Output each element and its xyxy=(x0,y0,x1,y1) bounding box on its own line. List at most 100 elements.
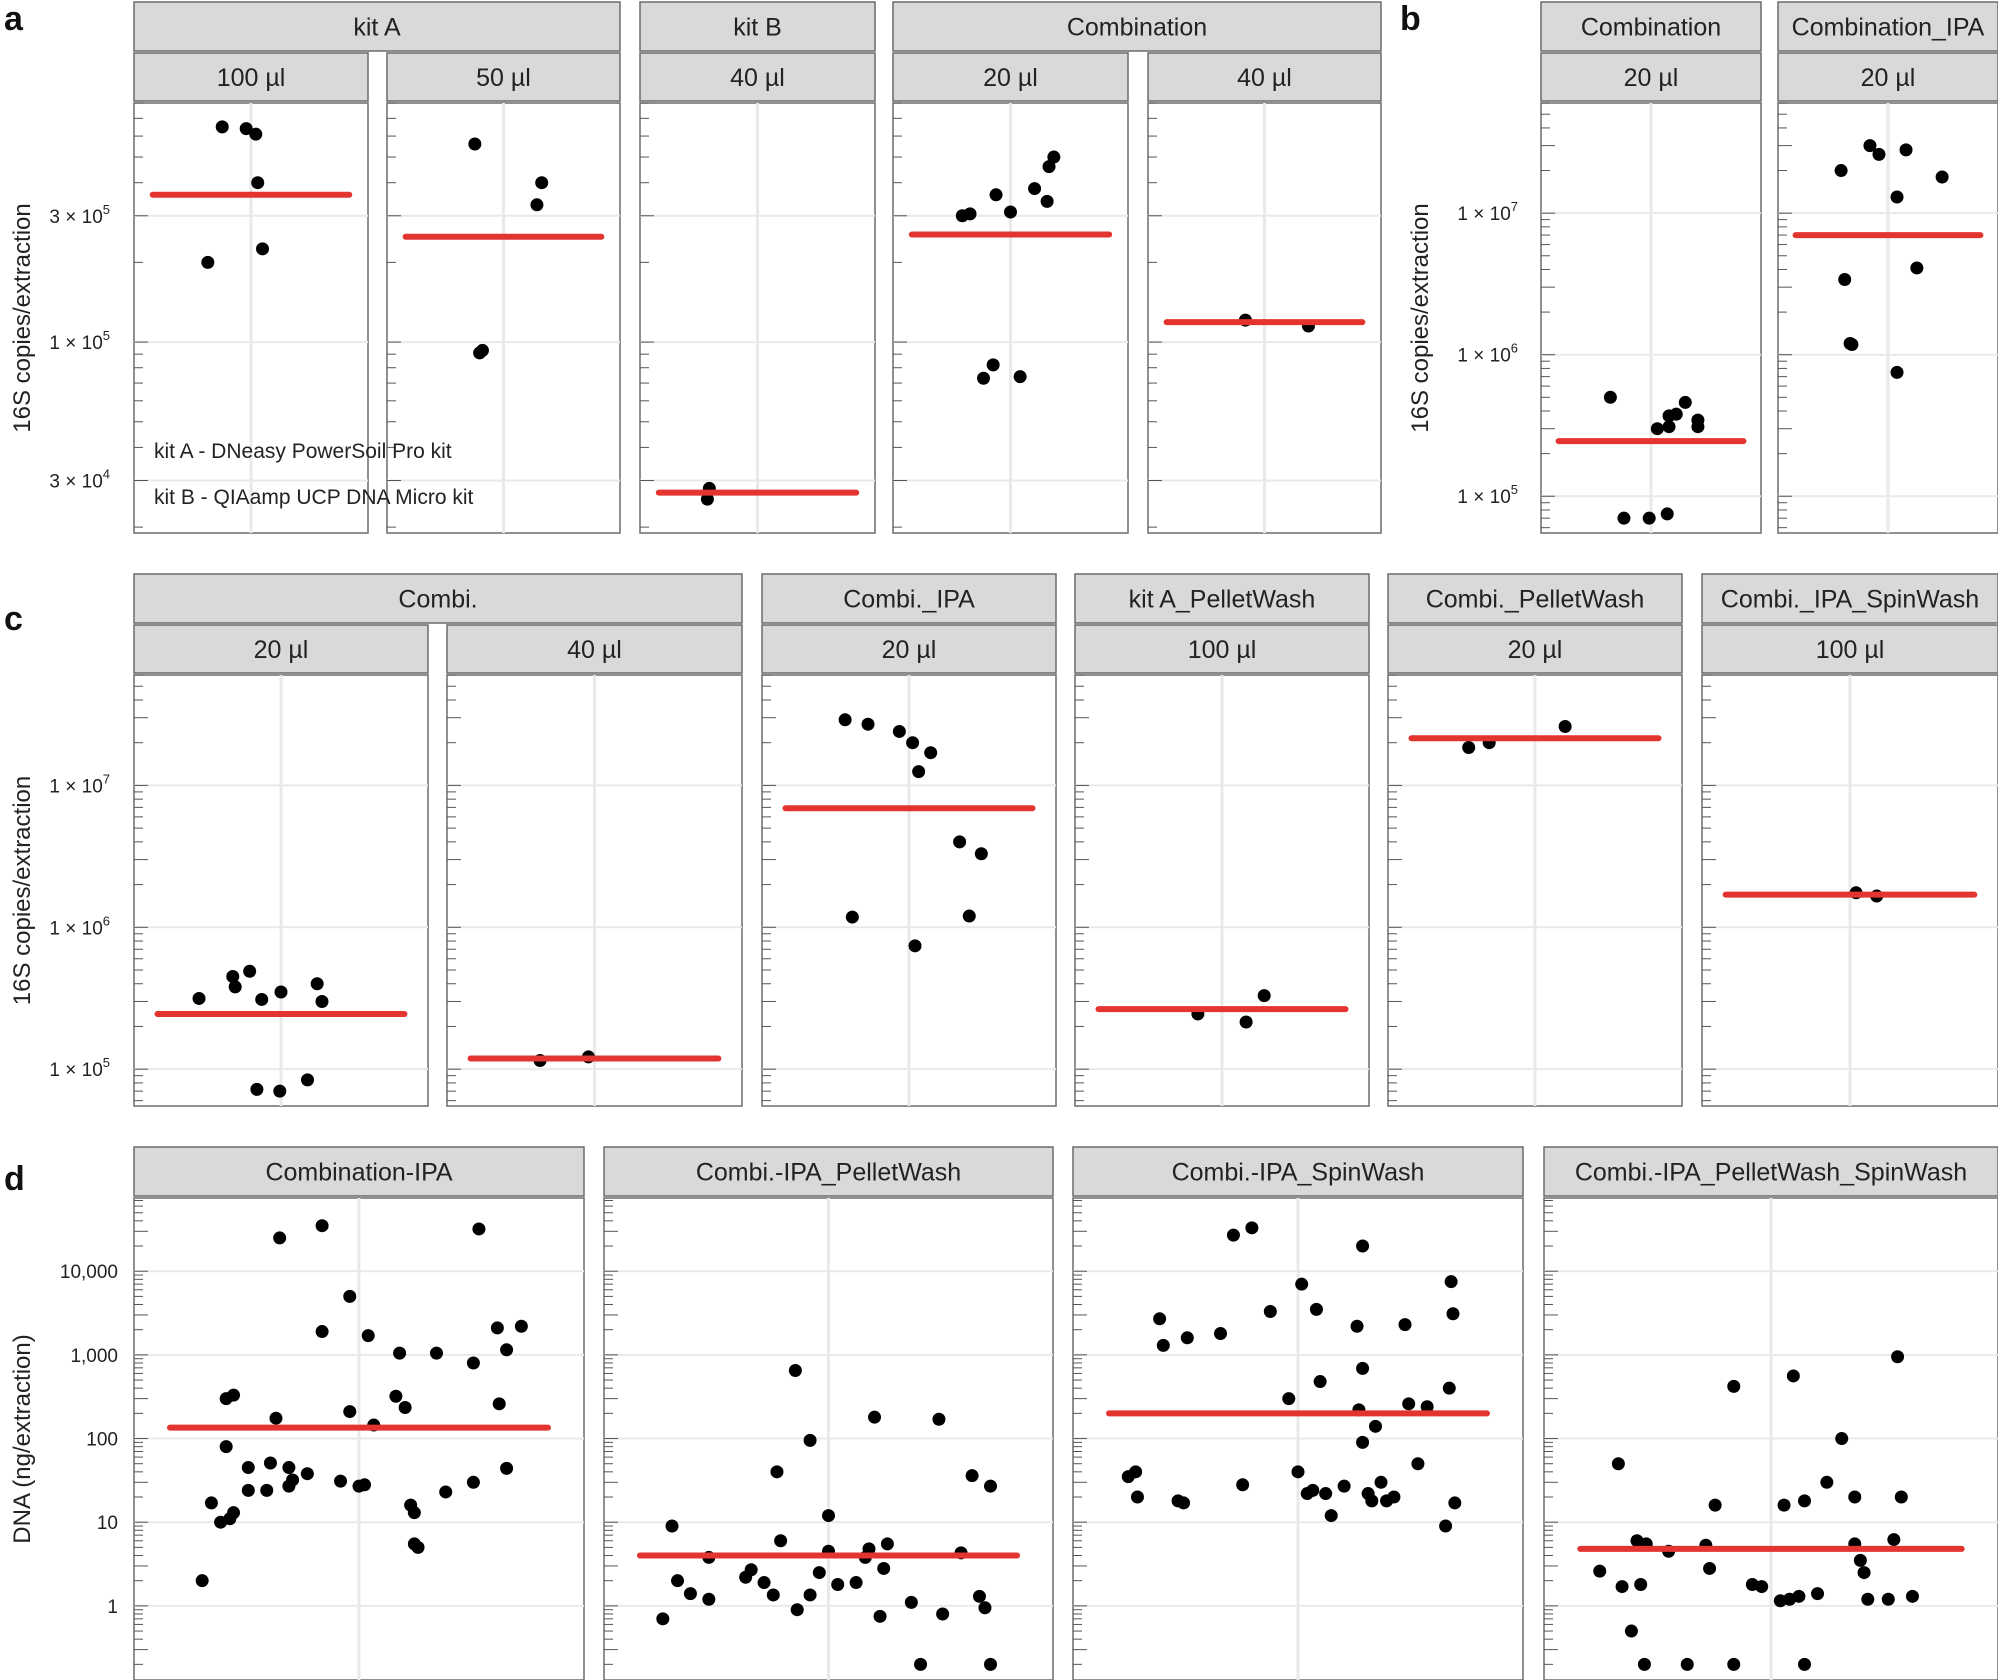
data-point xyxy=(965,1469,979,1483)
data-point xyxy=(1368,1419,1382,1433)
facet-strip-group xyxy=(639,1,876,52)
facet-panel: 40 µl xyxy=(1147,52,1382,534)
data-point xyxy=(1680,1657,1694,1671)
facet-group-label: Combination xyxy=(1581,14,1721,42)
panel-letter-a: a xyxy=(4,0,24,38)
facet-sub-label: 100 µl xyxy=(1188,636,1257,664)
data-point xyxy=(1634,1578,1648,1592)
facet-strip-sub xyxy=(1777,52,1998,102)
data-point xyxy=(274,985,288,999)
data-point xyxy=(1872,147,1886,161)
data-point xyxy=(468,137,482,151)
data-point xyxy=(1365,1494,1379,1508)
facet-panel: 20 µl xyxy=(892,52,1129,534)
data-point xyxy=(204,1496,218,1510)
data-point xyxy=(977,371,991,385)
data-point xyxy=(1624,1624,1638,1638)
data-point xyxy=(1356,1361,1370,1375)
y-tick-label: 1 × 106 xyxy=(1457,341,1518,367)
data-point xyxy=(514,1319,528,1333)
data-point xyxy=(361,1329,375,1343)
data-point xyxy=(1603,390,1617,404)
y-tick-label: 1 xyxy=(107,1597,118,1618)
data-point xyxy=(812,1566,826,1580)
facet-panel: 100 µl xyxy=(1074,624,1370,1107)
data-point xyxy=(228,980,242,994)
facet-group-label: kit B xyxy=(733,14,782,42)
facet-strip-group xyxy=(892,1,1382,52)
data-point xyxy=(1239,1015,1253,1029)
data-point xyxy=(358,1478,372,1492)
data-point xyxy=(983,1479,997,1493)
data-point xyxy=(1356,1435,1370,1449)
facet-group-label: Combi. xyxy=(398,586,477,614)
data-point xyxy=(251,176,265,190)
legend-kit-b: kit B - QIAamp UCP DNA Micro kit xyxy=(154,486,474,509)
data-point xyxy=(1153,1312,1167,1326)
data-point xyxy=(908,939,922,953)
data-point xyxy=(466,1475,480,1489)
data-point xyxy=(1881,1592,1895,1606)
data-point xyxy=(831,1578,845,1592)
y-tick-exponent: 7 xyxy=(103,771,110,786)
data-point xyxy=(665,1519,679,1533)
data-point xyxy=(912,765,926,779)
data-point xyxy=(490,1321,504,1335)
facet-group-label: Combi.-IPA_SpinWash xyxy=(1172,1159,1425,1187)
data-point xyxy=(1890,190,1904,204)
y-tick-mantissa: 1 × 10 xyxy=(49,333,102,354)
data-point xyxy=(1042,160,1056,174)
data-point xyxy=(868,1410,882,1424)
data-point xyxy=(1662,420,1676,434)
data-point xyxy=(500,1461,514,1475)
facet-sub-label: 20 µl xyxy=(983,64,1038,92)
data-point xyxy=(273,1084,287,1098)
y-tick-mantissa: 1 × 10 xyxy=(1457,204,1510,225)
y-tick-exponent: 5 xyxy=(103,1055,110,1070)
data-point xyxy=(466,1356,480,1370)
y-tick-label: 1,000 xyxy=(70,1346,118,1367)
facet-panel: 20 µl xyxy=(133,624,429,1107)
data-point xyxy=(1291,1465,1305,1479)
data-point xyxy=(845,910,859,924)
data-point xyxy=(1777,1498,1791,1512)
data-point xyxy=(1129,1465,1143,1479)
data-point xyxy=(315,1325,329,1339)
chart-d: d DNA (ng/extraction) 1 10 100 1,000 10,000 Com… xyxy=(4,1146,1998,1680)
data-point xyxy=(1727,1379,1741,1393)
data-point xyxy=(472,1222,486,1236)
data-point xyxy=(683,1587,697,1601)
data-point xyxy=(1420,1400,1434,1414)
legend: kit A - DNeasy PowerSoil Pro kit kit B - … xyxy=(154,440,474,509)
facet-strip-group xyxy=(133,1146,585,1197)
data-point xyxy=(1177,1496,1191,1510)
facet-sub-label: 100 µl xyxy=(217,64,286,92)
facet-panel: 100 µl xyxy=(133,52,369,534)
facet-strip-sub xyxy=(1387,624,1683,674)
data-point xyxy=(671,1574,685,1588)
data-point xyxy=(1691,413,1705,427)
data-point xyxy=(393,1346,407,1360)
data-point xyxy=(407,1506,421,1520)
data-point xyxy=(343,1405,357,1419)
data-point xyxy=(1899,143,1913,157)
facet-group-label: Combination xyxy=(1067,14,1207,42)
facet-strip-sub xyxy=(133,52,369,102)
facet-strip-sub xyxy=(1147,52,1382,102)
data-point xyxy=(978,1601,992,1615)
data-point xyxy=(429,1346,443,1360)
data-point xyxy=(1337,1479,1351,1493)
data-point xyxy=(1642,511,1656,525)
y-tick-label: 10,000 xyxy=(60,1262,118,1283)
data-point xyxy=(1444,1275,1458,1289)
data-point xyxy=(1811,1587,1825,1601)
data-point xyxy=(1835,1432,1849,1446)
data-point xyxy=(1356,1239,1370,1253)
data-point xyxy=(904,1595,918,1609)
data-point xyxy=(700,492,714,506)
data-point xyxy=(924,746,938,760)
facet-group-label: kit A xyxy=(353,14,401,42)
data-point xyxy=(310,977,324,991)
data-point xyxy=(1845,338,1859,352)
data-point xyxy=(1887,1533,1901,1547)
